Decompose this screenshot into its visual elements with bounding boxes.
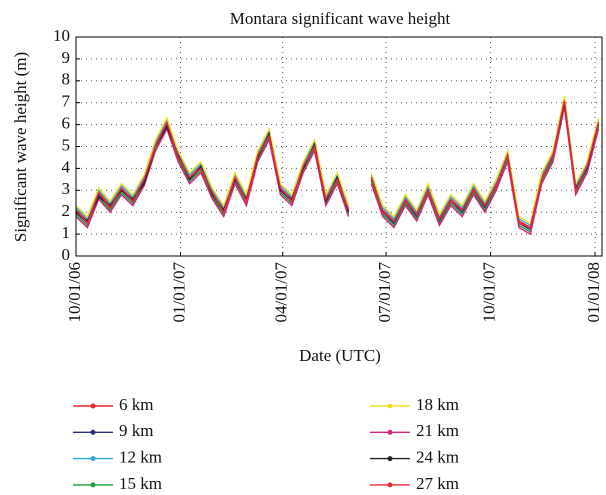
legend-marker <box>90 482 96 488</box>
y-tick-label: 0 <box>62 245 71 264</box>
legend-label: 27 km <box>416 474 459 493</box>
plot-frame <box>75 36 603 257</box>
series-line <box>75 106 600 236</box>
legend-marker <box>90 456 96 462</box>
y-tick-label: 3 <box>62 179 71 198</box>
y-tick-label: 2 <box>62 201 71 220</box>
series-line <box>75 100 600 229</box>
legend-label: 15 km <box>119 474 162 493</box>
x-tick-label: 01/01/07 <box>169 262 188 323</box>
legend-label: 6 km <box>119 395 153 414</box>
series-line <box>75 102 600 229</box>
legend-label: 18 km <box>416 395 459 414</box>
x-tick-label: 07/01/07 <box>375 262 394 323</box>
legend-label: 9 km <box>119 421 153 440</box>
series-line <box>75 104 600 233</box>
y-tick-label: 4 <box>62 157 71 176</box>
legend-marker <box>387 429 393 435</box>
y-tick-label: 7 <box>62 92 71 111</box>
legend-marker <box>387 403 393 409</box>
legend-marker <box>387 482 393 488</box>
chart-title: Montara significant wave height <box>230 9 451 28</box>
legend-marker <box>90 403 96 409</box>
legend-label: 12 km <box>119 448 162 467</box>
legend-label: 21 km <box>416 421 459 440</box>
y-tick-label: 1 <box>62 223 71 242</box>
series-line <box>75 95 600 225</box>
x-tick-label: 04/01/07 <box>272 262 291 323</box>
x-tick-label: 01/01/08 <box>584 262 603 322</box>
series-line <box>75 98 600 227</box>
series-line <box>75 100 600 229</box>
y-tick-label: 8 <box>62 70 71 89</box>
series-line <box>75 102 600 231</box>
legend-label: 24 km <box>416 448 459 467</box>
x-tick-label: 10/01/06 <box>65 262 84 322</box>
y-tick-label: 5 <box>62 135 71 154</box>
y-tick-label: 10 <box>53 26 70 45</box>
legend-marker <box>90 429 96 435</box>
x-tick-label: 10/01/07 <box>479 262 498 323</box>
legend-marker <box>387 456 393 462</box>
y-axis-label: Significant wave height (m) <box>11 52 30 242</box>
x-axis-label: Date (UTC) <box>299 346 381 365</box>
y-tick-label: 9 <box>62 48 71 67</box>
y-tick-label: 6 <box>62 114 71 133</box>
